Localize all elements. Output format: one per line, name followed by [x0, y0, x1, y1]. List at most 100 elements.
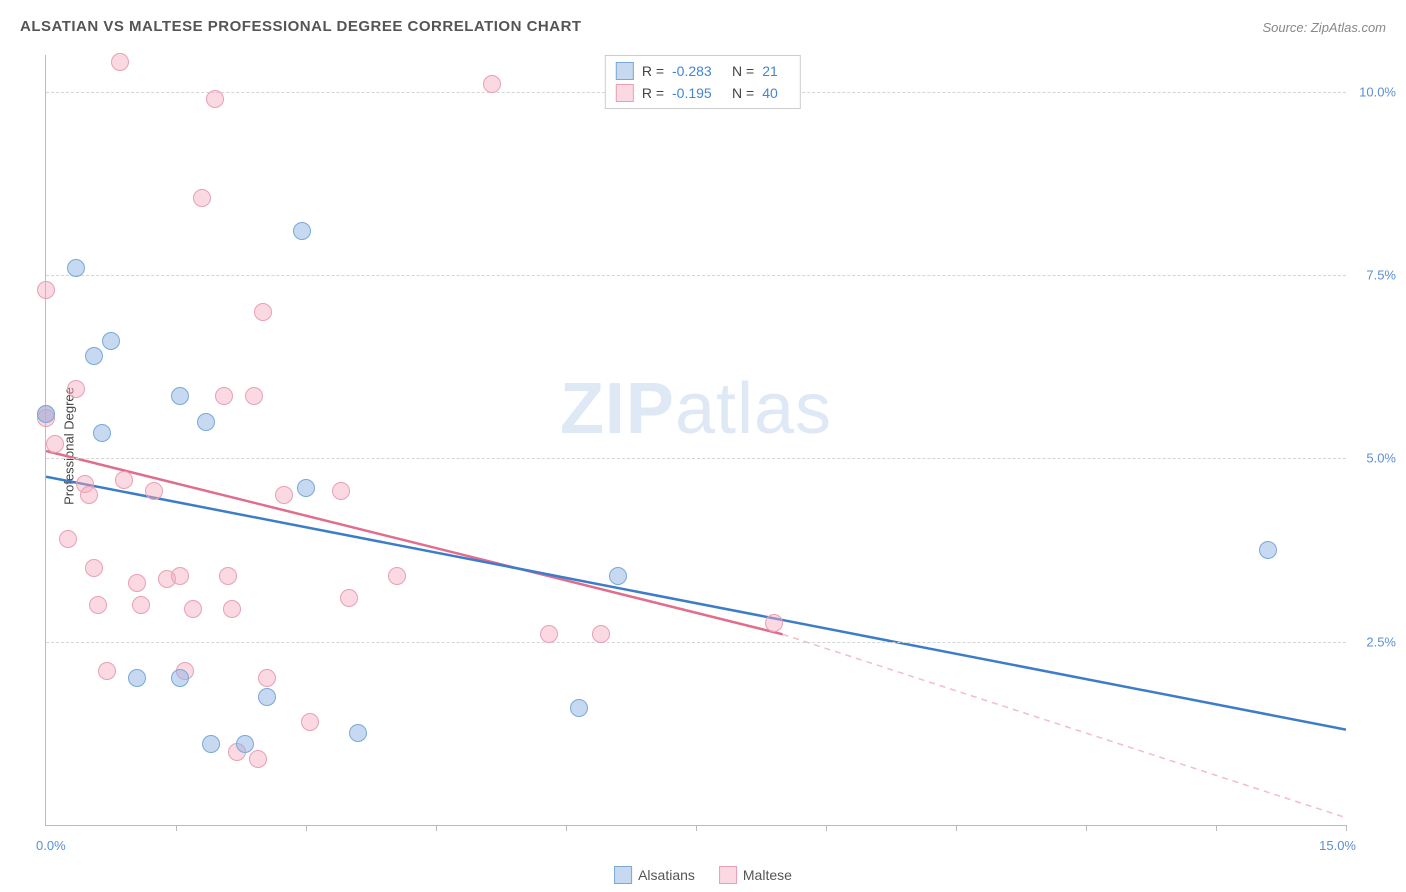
legend-stats-row: R = -0.195 N = 40: [616, 82, 790, 104]
point-maltese: [332, 482, 350, 500]
point-maltese: [340, 589, 358, 607]
legend-n-value: 40: [762, 85, 790, 101]
chart-title: ALSATIAN VS MALTESE PROFESSIONAL DEGREE …: [20, 18, 582, 35]
point-alsatian: [1259, 541, 1277, 559]
trendline: [46, 477, 1346, 730]
trendline: [46, 451, 783, 634]
legend-series: Alsatians Maltese: [614, 866, 792, 884]
point-maltese: [111, 53, 129, 71]
gridline: [46, 458, 1346, 459]
x-axis-min-label: 0.0%: [36, 838, 66, 853]
y-tick-label: 5.0%: [1351, 451, 1396, 466]
point-alsatian: [93, 424, 111, 442]
trendline: [783, 634, 1346, 817]
point-maltese: [258, 669, 276, 687]
point-maltese: [184, 600, 202, 618]
point-maltese: [37, 281, 55, 299]
source-label: Source: ZipAtlas.com: [1262, 20, 1386, 35]
point-maltese: [254, 303, 272, 321]
legend-stats: R = -0.283 N = 21 R = -0.195 N = 40: [605, 55, 801, 109]
watermark-bold: ZIP: [560, 369, 675, 449]
watermark: ZIPatlas: [560, 368, 832, 450]
x-tick: [1216, 825, 1217, 831]
point-alsatian: [171, 387, 189, 405]
point-maltese: [59, 530, 77, 548]
legend-r-label: R =: [642, 85, 664, 101]
legend-stats-row: R = -0.283 N = 21: [616, 60, 790, 82]
y-tick-label: 7.5%: [1351, 268, 1396, 283]
y-tick-label: 10.0%: [1351, 84, 1396, 99]
legend-n-value: 21: [762, 63, 790, 79]
legend-swatch: [614, 866, 632, 884]
legend-swatch: [616, 84, 634, 102]
legend-series-label: Maltese: [743, 867, 792, 883]
point-alsatian: [297, 479, 315, 497]
point-maltese: [128, 574, 146, 592]
point-maltese: [388, 567, 406, 585]
point-maltese: [89, 596, 107, 614]
plot-area: ZIPatlas 0.0% 15.0% 2.5%5.0%7.5%10.0%: [45, 55, 1346, 826]
point-maltese: [67, 380, 85, 398]
chart-container: ALSATIAN VS MALTESE PROFESSIONAL DEGREE …: [0, 0, 1406, 892]
gridline: [46, 275, 1346, 276]
legend-series-item: Alsatians: [614, 866, 695, 884]
point-maltese: [592, 625, 610, 643]
point-maltese: [98, 662, 116, 680]
point-maltese: [301, 713, 319, 731]
point-alsatian: [85, 347, 103, 365]
legend-r-value: -0.283: [672, 63, 724, 79]
point-alsatian: [171, 669, 189, 687]
point-maltese: [223, 600, 241, 618]
point-maltese: [85, 559, 103, 577]
watermark-light: atlas: [675, 369, 832, 449]
point-maltese: [765, 614, 783, 632]
point-alsatian: [67, 259, 85, 277]
x-tick: [956, 825, 957, 831]
point-maltese: [193, 189, 211, 207]
legend-series-label: Alsatians: [638, 867, 695, 883]
point-alsatian: [102, 332, 120, 350]
point-maltese: [132, 596, 150, 614]
gridline: [46, 642, 1346, 643]
x-tick: [176, 825, 177, 831]
point-maltese: [540, 625, 558, 643]
point-maltese: [115, 471, 133, 489]
point-alsatian: [609, 567, 627, 585]
x-tick: [696, 825, 697, 831]
legend-n-label: N =: [732, 85, 754, 101]
x-tick: [306, 825, 307, 831]
point-maltese: [46, 435, 64, 453]
point-maltese: [215, 387, 233, 405]
point-maltese: [249, 750, 267, 768]
point-alsatian: [258, 688, 276, 706]
x-tick: [1086, 825, 1087, 831]
point-alsatian: [349, 724, 367, 742]
legend-r-label: R =: [642, 63, 664, 79]
point-maltese: [145, 482, 163, 500]
y-tick-label: 2.5%: [1351, 634, 1396, 649]
point-alsatian: [128, 669, 146, 687]
point-alsatian: [570, 699, 588, 717]
point-alsatian: [197, 413, 215, 431]
point-maltese: [171, 567, 189, 585]
legend-swatch: [719, 866, 737, 884]
x-axis-max-label: 15.0%: [1319, 838, 1356, 853]
legend-series-item: Maltese: [719, 866, 792, 884]
point-maltese: [275, 486, 293, 504]
point-alsatian: [236, 735, 254, 753]
legend-swatch: [616, 62, 634, 80]
point-maltese: [206, 90, 224, 108]
point-maltese: [245, 387, 263, 405]
x-tick: [436, 825, 437, 831]
point-maltese: [80, 486, 98, 504]
point-maltese: [483, 75, 501, 93]
legend-r-value: -0.195: [672, 85, 724, 101]
legend-n-label: N =: [732, 63, 754, 79]
x-tick: [566, 825, 567, 831]
x-tick: [1346, 825, 1347, 831]
point-alsatian: [37, 405, 55, 423]
point-alsatian: [293, 222, 311, 240]
point-alsatian: [202, 735, 220, 753]
x-tick: [826, 825, 827, 831]
point-maltese: [219, 567, 237, 585]
